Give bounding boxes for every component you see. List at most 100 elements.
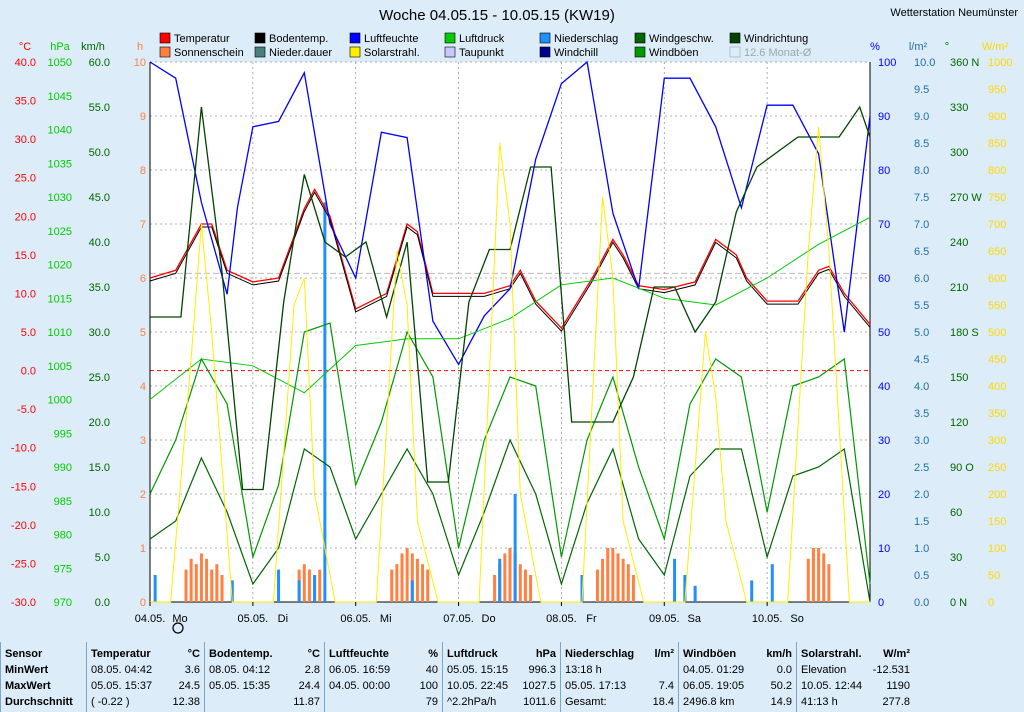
legend-swatch [539,32,551,44]
axis-tick-rain: 1.0 [914,543,929,555]
stats-value: 277.8 [882,696,910,708]
bar-sunshine [508,548,512,602]
axis-tick-pressure: 1000 [48,395,72,407]
stats-row: 13:18 h [565,662,674,678]
axis-unit-solar: W/m² [982,41,1009,53]
axis-tick-direction: 240 [950,237,968,249]
axis-tick-solar: 150 [988,516,1006,528]
axis-tick-rain: 2.0 [914,489,929,501]
stats-label: Elevation [801,664,847,676]
bar-sunshine [405,548,409,602]
stats-value: 1027.5 [522,680,556,692]
stats-title: Luftdruck [447,648,498,660]
stats-label: 2496.8 km [683,696,735,708]
stats-title: Bodentemp. [209,648,273,660]
axis-tick-direction: 270 W [950,192,982,204]
axis-tick-rain: 2.5 [914,462,929,474]
axis-tick-solar: 0 [988,597,994,609]
axis-tick-direction: 90 O [950,462,974,474]
axis-tick-direction: 120 [950,417,968,429]
stats-title: Niederschlag [565,648,635,660]
axis-tick-solar: 300 [988,435,1006,447]
axis-tick-solar: 400 [988,381,1006,393]
current-position-marker [172,622,184,634]
axis-tick-pressure: 1040 [48,125,72,137]
bar-sunshine [523,569,527,602]
axis-tick-humidity: 60 [878,273,890,285]
bar-sunshine [390,569,394,602]
axis-tick-rain: 3.0 [914,435,929,447]
legend-label: Nieder.dauer [269,47,332,59]
stats-title: Windböen [683,648,737,660]
stats-value: 1011.6 [523,696,556,708]
axis-tick-temp: 0.0 [21,366,36,378]
legend-swatch [349,46,361,58]
bar-sunshine [806,558,810,602]
legend-swatch [729,32,741,44]
axis-tick-temp: -25.0 [11,558,36,570]
bar-sunshine [189,558,193,602]
weather-chart: Woche 04.05.15 - 10.05.15 (KW19) Wetters… [11,7,1018,634]
bar-sunshine [307,569,311,602]
stats-value: 11.87 [293,696,320,708]
stats-row: 08.05. 04:12 2.8 [209,662,320,678]
axis-tick-direction: 180 S [950,327,979,339]
stats-label: 05.05. 17:13 [565,680,627,692]
legend-label: Bodentemp. [269,33,328,45]
stats-value: 24.5 [178,680,200,692]
axis-tick-pressure: 1015 [48,293,72,305]
x-day-label: Di [278,613,288,625]
x-day-label: So [790,613,803,625]
bar-sunshine [817,548,821,602]
legend-label: Niederschlag [554,33,618,45]
stats-panel: Solarstrahl. W/m² Elevation -12.531 10.05. 1… [796,642,914,712]
x-day-label: Mo [172,613,187,625]
axis-tick-temp: 25.0 [15,173,36,185]
axis-tick-rain: 6.5 [914,246,929,258]
stats-label: 06.05. 19:05 [683,680,745,692]
stats-value: 40 [425,664,438,676]
bar-rain [410,580,414,602]
axis-unit-hours: h [137,41,143,53]
bar-rain [297,580,301,602]
stats-value: 50.2 [770,680,792,692]
axis-tick-direction: 360 N [950,57,979,69]
axis-tick-hours: 6 [140,273,146,285]
legend-label: Sonnenschein [174,47,244,59]
bar-sunshine [611,548,615,602]
bar-sunshine [199,553,203,602]
axis-tick-hours: 2 [140,489,146,501]
stats-row: 41:13 h 277.8 [801,694,910,710]
legend-swatch [159,46,171,58]
stats-panel: Luftfeuchte% 06.05. 16:59 40 04.05. 00:00 10… [324,642,442,712]
bar-sunshine [184,569,188,602]
axis-tick-rain: 5.0 [914,327,929,339]
axis-tick-rain: 7.0 [914,219,929,231]
bar-sunshine [811,548,815,602]
stats-label: Durchschnitt [5,696,73,708]
stats-row: MaxWert [5,678,82,694]
stats-value: 1190 [886,680,910,692]
stats-row: 05.05. 15:37 24.5 [91,678,200,694]
axis-tick-wind: 60.0 [89,57,110,69]
legend-swatch [159,32,171,44]
axis-tick-wind: 20.0 [89,417,110,429]
bar-sunshine [410,553,414,602]
axis-tick-rain: 10.0 [914,57,935,69]
bar-sunshine [400,553,404,602]
axis-tick-solar: 550 [988,300,1006,312]
stats-label: 08.05. 04:42 [91,664,153,676]
axis-tick-pressure: 1050 [48,57,72,69]
series-line-luftdruck [149,216,871,400]
axis-tick-temp: -5.0 [17,404,36,416]
legend-swatch [634,32,646,44]
series-line-windben [149,322,871,585]
legend-swatch [444,32,456,44]
bar-rain [513,494,517,602]
axis-tick-rain: 0.0 [914,597,929,609]
stats-row: Elevation -12.531 [801,662,910,678]
stats-row: 11.87 [209,694,320,710]
axis-tick-humidity: 20 [878,489,890,501]
stats-value: 12.38 [172,696,200,708]
axis-tick-rain: 9.5 [914,84,929,96]
